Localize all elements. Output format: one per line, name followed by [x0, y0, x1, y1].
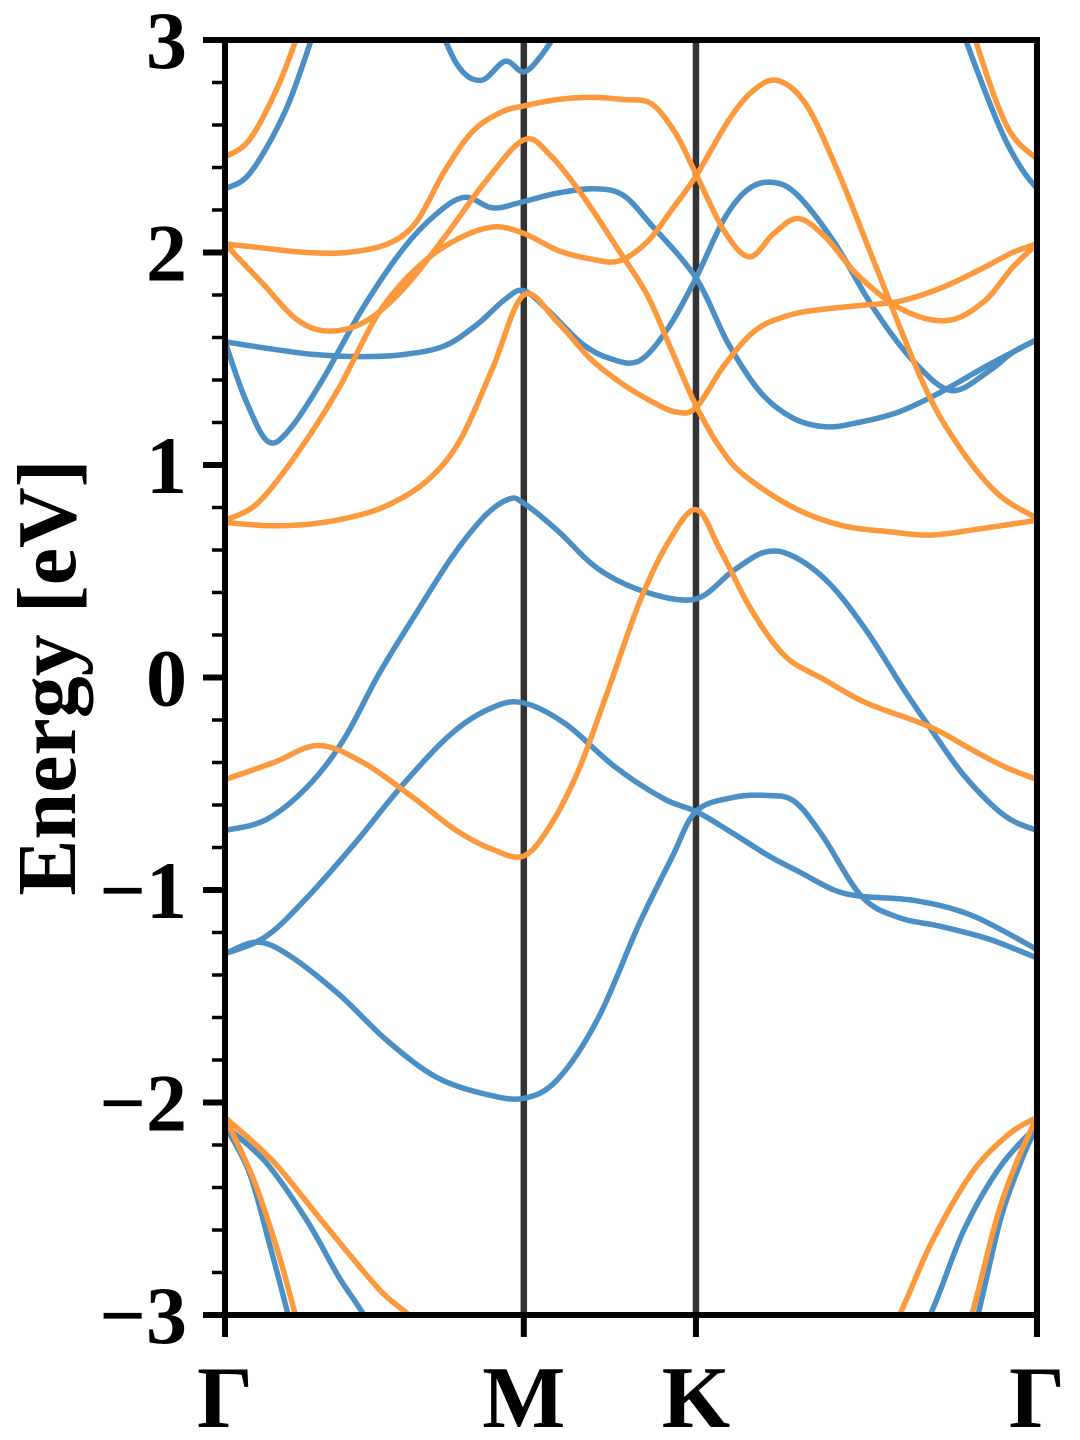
y-axis-label: Energy [eV]: [1, 459, 94, 895]
band-blue-band-E: [223, 792, 1039, 1102]
y-tick-label--2: −2: [99, 1058, 187, 1149]
x-tick-label-0: Γ: [197, 1350, 253, 1440]
bz-boundary-lines: [520, 40, 700, 1315]
y-tick-label--3: −3: [99, 1270, 187, 1361]
y-tick-label--1: −1: [99, 845, 187, 936]
y-tick-labels: 3 2 1 0 −1 −2 −3: [99, 0, 187, 1361]
band-curves: [223, 40, 1039, 1315]
band-blue-steep-gamma-left: [223, 40, 315, 192]
y-tick-label-1: 1: [146, 420, 187, 511]
y-tick-label-3: 3: [146, 0, 187, 86]
band-blue-steep-gamma-right: [962, 40, 1039, 192]
band-orange-band-C: [223, 77, 1039, 523]
band-orange-bottom-2-right: [896, 1114, 1039, 1315]
axis-ticks: [203, 37, 1040, 1337]
x-tick-label-2: K: [662, 1350, 730, 1440]
band-orange-band-D: [223, 241, 1039, 529]
band-blue-bottom-2-left: [223, 1123, 368, 1315]
band-orange-band-B: [223, 136, 1039, 538]
band-blue-bottom-1-right: [975, 1123, 1039, 1315]
x-tick-label-3: Γ: [1009, 1350, 1065, 1440]
band-blue-band-B: [223, 186, 1039, 446]
x-tick-label-1: M: [482, 1350, 565, 1440]
band-orange-bottom-1-right: [968, 1114, 1039, 1315]
band-blue-top-dip-M: [442, 40, 556, 84]
band-orange-bottom-1-left: [223, 1114, 299, 1315]
band-orange-bottom-2-left: [223, 1114, 413, 1315]
band-orange-steep-gamma-right: [972, 40, 1039, 162]
band-orange-band-E: [223, 506, 1039, 860]
band-orange-steep-gamma-left: [223, 40, 299, 160]
y-tick-label-0: 0: [146, 633, 187, 724]
plot-frame: [222, 37, 1040, 1318]
band-orange-band-A: [223, 94, 1039, 324]
band-blue-bottom-2-right: [927, 1123, 1039, 1315]
band-blue-band-C: [223, 495, 1039, 834]
y-tick-label-2: 2: [146, 208, 187, 299]
